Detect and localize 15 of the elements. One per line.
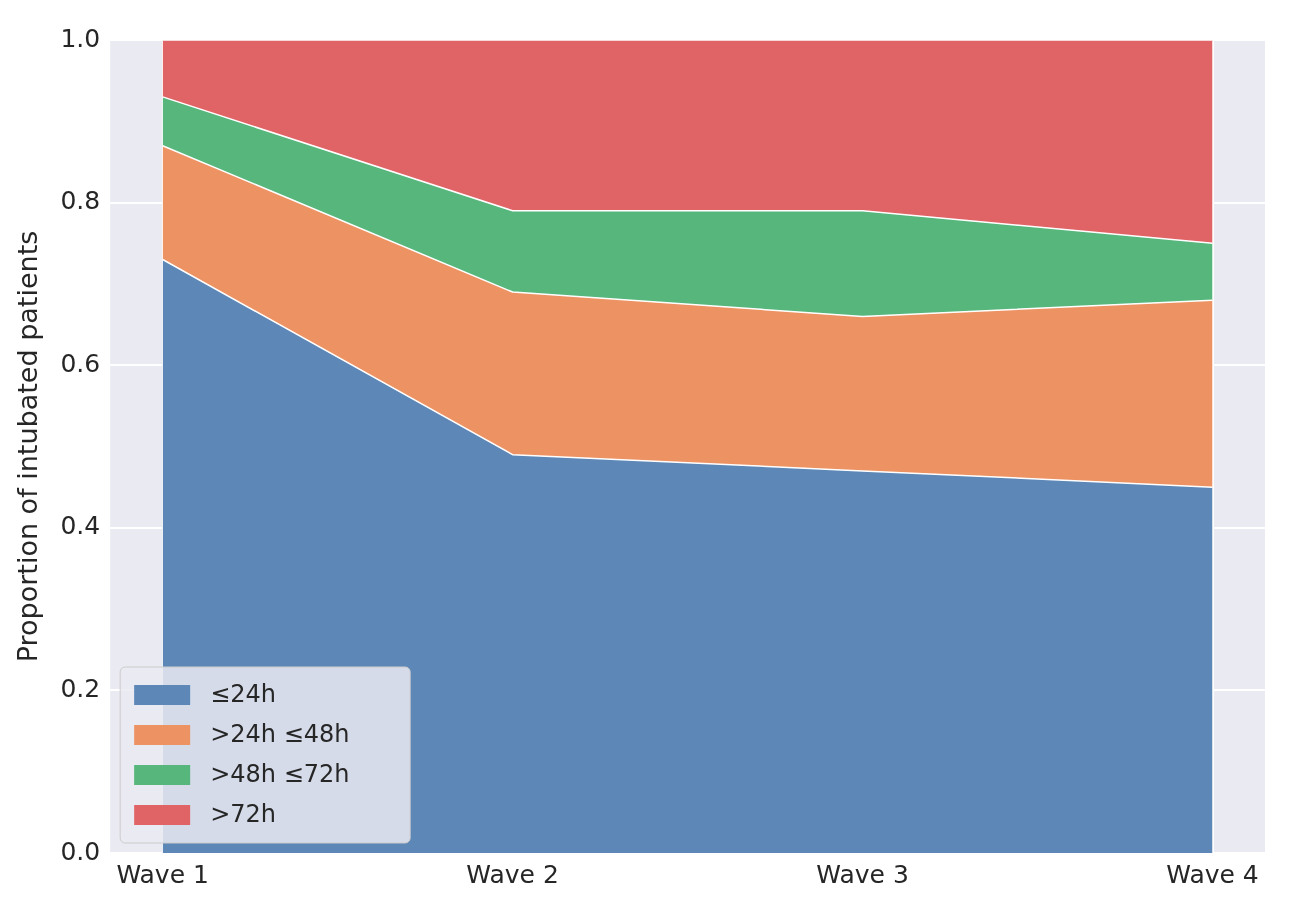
legend-label: >48h ≤72h: [210, 760, 350, 789]
legend-label: >72h: [210, 800, 277, 829]
y-tick-label: 0.6: [60, 348, 101, 378]
legend-label: ≤24h: [210, 680, 277, 709]
y-tick-label: 0.2: [60, 673, 101, 703]
y-tick-label: 1.0: [60, 23, 101, 53]
y-tick-label: 0.4: [60, 511, 101, 541]
x-tick-label: Wave 3: [816, 859, 909, 889]
x-tick-label: Wave 1: [116, 859, 209, 889]
y-tick-label: 0.8: [60, 186, 101, 216]
y-axis-title: Proportion of intubated patients: [12, 230, 44, 663]
x-tick-label: Wave 2: [466, 859, 559, 889]
y-tick-label: 0.0: [60, 836, 101, 866]
legend-label: >24h ≤48h: [210, 720, 350, 749]
x-tick-label: Wave 4: [1166, 859, 1259, 889]
